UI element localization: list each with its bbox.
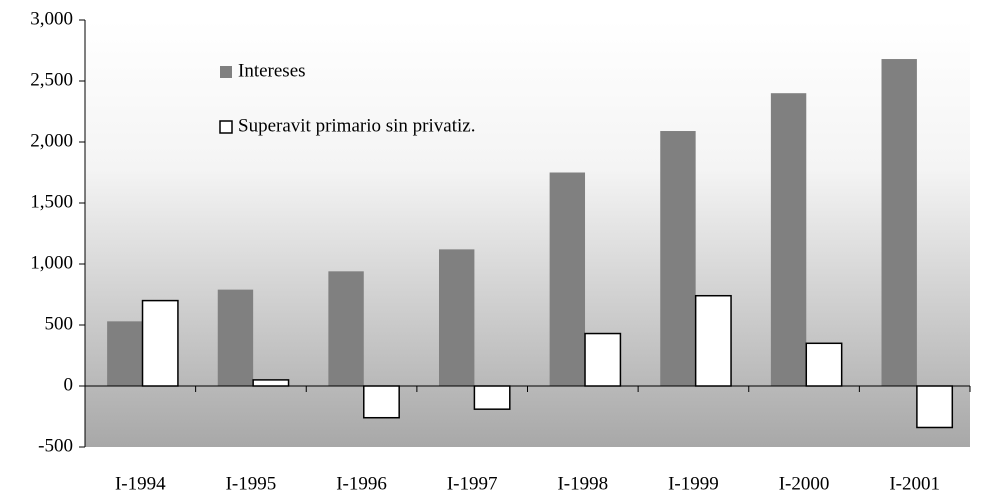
x-tick-label: I-2001	[889, 473, 940, 494]
bar	[252, 379, 290, 387]
x-tick-label: I-1997	[447, 473, 498, 494]
x-tick-label: I-1999	[668, 473, 719, 494]
bar	[473, 385, 511, 410]
bar	[584, 332, 622, 387]
bar	[328, 271, 364, 386]
legend-swatch	[219, 120, 233, 134]
x-tick-label: I-1998	[557, 473, 608, 494]
y-tick-label: -500	[38, 435, 73, 456]
bar	[805, 342, 843, 387]
y-tick-label: 0	[64, 374, 74, 395]
x-tick-label: I-2000	[779, 473, 830, 494]
bar	[881, 59, 917, 386]
y-tick-label: 2,000	[30, 130, 73, 151]
x-tick-label: I-1995	[226, 473, 277, 494]
bar	[770, 93, 807, 386]
bar	[660, 131, 696, 386]
y-tick-label: 1,000	[30, 252, 73, 273]
bar	[141, 299, 179, 387]
bar	[217, 289, 254, 386]
legend-label: Superavit primario sin privatiz.	[238, 115, 475, 136]
y-tick-label: 3,000	[30, 8, 73, 29]
legend-swatch	[220, 66, 232, 78]
legend-label: Intereses	[238, 60, 306, 81]
bar	[549, 172, 586, 386]
bar	[363, 385, 400, 419]
y-tick-label: 500	[45, 313, 74, 334]
x-tick-label: I-1994	[115, 473, 166, 494]
bar	[107, 321, 143, 386]
y-tick-label: 2,500	[30, 69, 73, 90]
bar	[439, 249, 475, 386]
y-tick-label: 1,500	[30, 191, 73, 212]
x-tick-label: I-1996	[336, 473, 387, 494]
bar	[694, 294, 732, 387]
bar	[916, 385, 954, 429]
